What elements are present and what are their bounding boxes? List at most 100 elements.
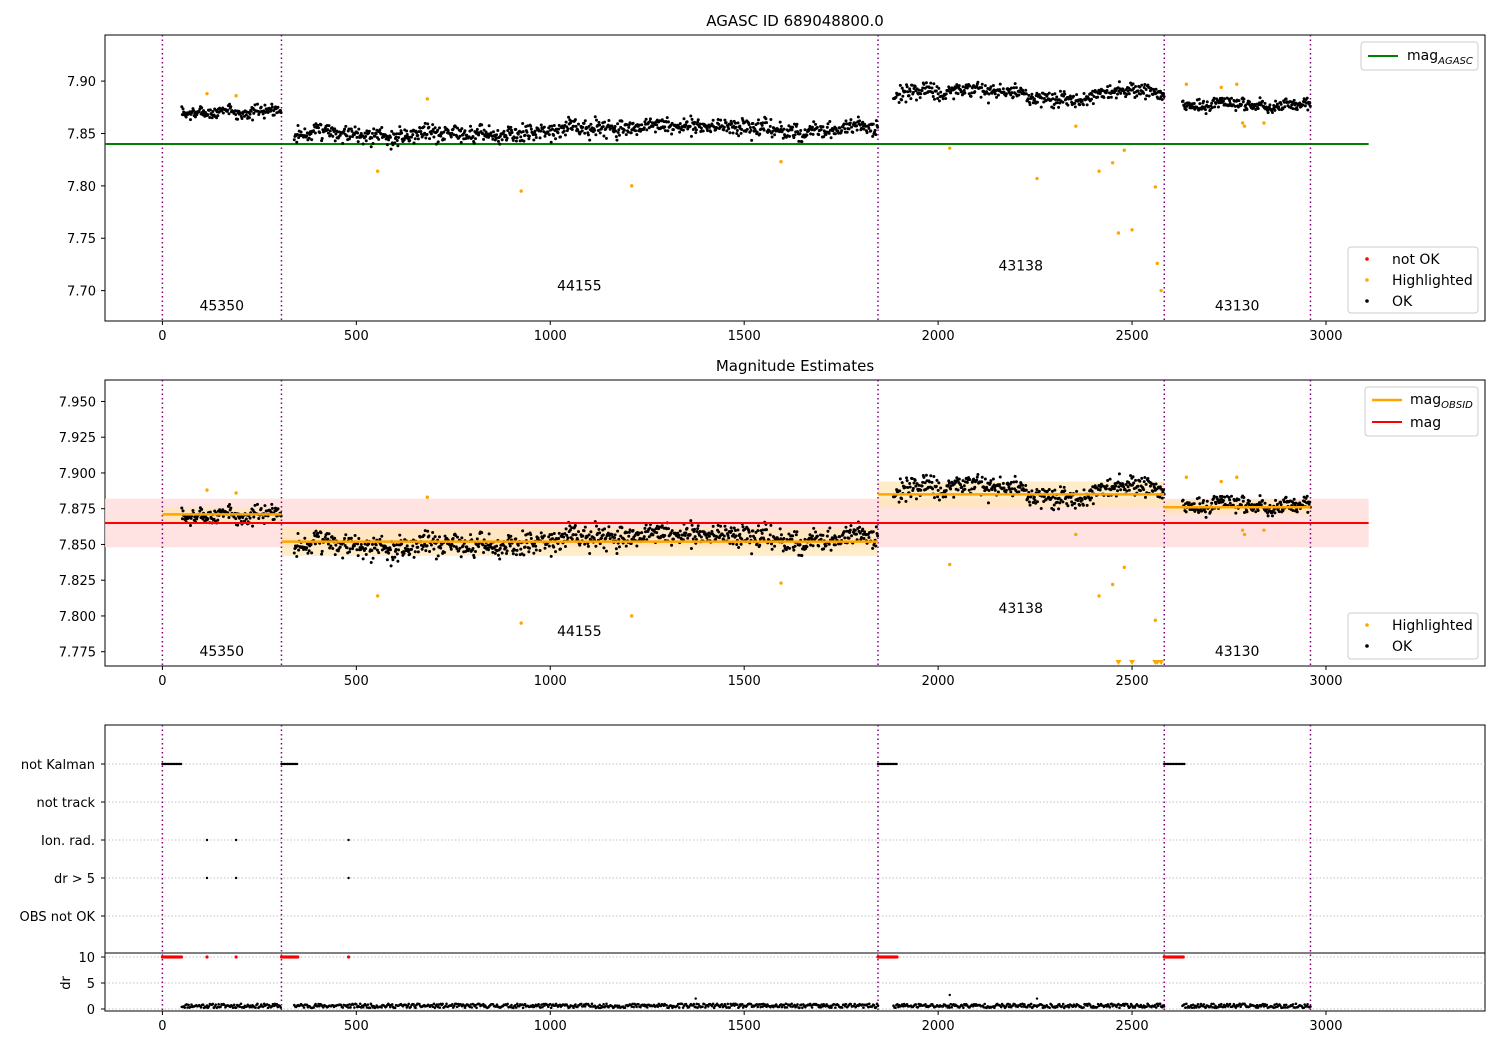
ok-point [898, 92, 902, 96]
ok-point [1210, 106, 1214, 110]
ok-point [568, 528, 572, 532]
ok-point [817, 544, 821, 548]
ok-point [210, 116, 214, 120]
ok-point [603, 120, 607, 124]
ok-point [1292, 497, 1296, 501]
dr-point [862, 1006, 865, 1009]
x-tick-label: 3000 [1309, 329, 1342, 344]
ok-point [519, 135, 523, 139]
dr-point [1218, 1005, 1222, 1008]
ok-point [1027, 100, 1031, 104]
ok-point [1197, 511, 1201, 515]
ok-point [1082, 488, 1086, 492]
ok-point [962, 484, 966, 488]
ok-point [1200, 107, 1204, 111]
ok-point [1052, 503, 1056, 507]
dr-high-point [1181, 955, 1185, 959]
ok-point [1108, 477, 1112, 481]
ok-point [617, 128, 621, 132]
ok-point [1012, 480, 1016, 484]
ok-point [594, 524, 598, 528]
x-tick-label: 3000 [1309, 674, 1342, 689]
ok-point [682, 117, 686, 121]
ok-point [556, 131, 560, 135]
ok-point [908, 89, 912, 93]
ok-point [341, 141, 345, 145]
x-tick-label: 500 [344, 674, 369, 689]
ok-point [1014, 86, 1018, 90]
ok-point [542, 534, 546, 538]
ok-point [670, 543, 674, 547]
ok-point [514, 553, 518, 557]
dr-point [190, 1003, 193, 1006]
ok-point [460, 536, 464, 540]
ok-point [909, 495, 913, 499]
ok-point [1066, 103, 1070, 107]
ok-point [197, 109, 201, 113]
ok-point [397, 548, 401, 552]
ok-point [1081, 503, 1085, 507]
ok-point [1275, 102, 1279, 106]
ok-point [364, 135, 368, 139]
ok-point [527, 550, 531, 554]
y-tick-label: 7.825 [59, 574, 96, 589]
ok-point [1308, 104, 1312, 108]
ok-point [248, 112, 252, 116]
dr-point [1071, 1005, 1075, 1009]
ok-point [406, 550, 410, 554]
ok-point [344, 124, 348, 128]
ok-point [734, 121, 738, 125]
highlighted-point [425, 495, 430, 499]
ok-point [909, 97, 913, 101]
ok-point [498, 557, 502, 561]
ok-point [426, 122, 430, 126]
ok-point [578, 543, 582, 547]
ok-point [787, 546, 791, 550]
ok-point [705, 536, 709, 540]
ok-point [1091, 502, 1095, 506]
ok-point [932, 475, 936, 479]
ok-point [825, 125, 829, 129]
ok-point [276, 507, 280, 511]
ok-point [411, 133, 415, 137]
x-tick-label: 2500 [1116, 1019, 1149, 1034]
ok-point [356, 131, 360, 135]
ok-point [397, 135, 401, 139]
ok-point [983, 84, 987, 88]
ok-point [850, 534, 854, 538]
dr-point [444, 1004, 447, 1008]
ok-point [1017, 93, 1021, 97]
ok-point [416, 550, 420, 554]
ok-point [1274, 99, 1278, 103]
ok-point [1231, 503, 1235, 507]
ok-point [819, 128, 823, 132]
ok-point [229, 506, 233, 510]
ok-point [917, 88, 921, 92]
ok-point [539, 123, 543, 127]
ok-point [320, 549, 324, 553]
dr-point [1133, 1006, 1137, 1009]
ok-point [921, 480, 925, 484]
ok-point [570, 537, 574, 541]
dr-point [853, 1002, 857, 1006]
ok-point [707, 534, 711, 538]
ok-point [1132, 86, 1136, 90]
dr-point [186, 1006, 189, 1009]
ok-point [653, 130, 657, 134]
dr-point [816, 1003, 820, 1007]
dr-point [433, 1006, 437, 1010]
ok-point [1031, 501, 1035, 505]
dr-point [948, 1006, 952, 1009]
ok-point [730, 122, 734, 126]
ok-point [434, 142, 438, 146]
ok-point [1014, 480, 1018, 484]
ok-point [670, 132, 674, 136]
ok-point [200, 106, 204, 110]
ok-point [1279, 102, 1283, 106]
dr-point [1294, 1002, 1298, 1006]
ok-point [1039, 105, 1043, 109]
ok-point [1124, 483, 1128, 487]
ok-point [640, 531, 644, 535]
ok-point [610, 532, 614, 536]
ok-point [574, 533, 578, 537]
